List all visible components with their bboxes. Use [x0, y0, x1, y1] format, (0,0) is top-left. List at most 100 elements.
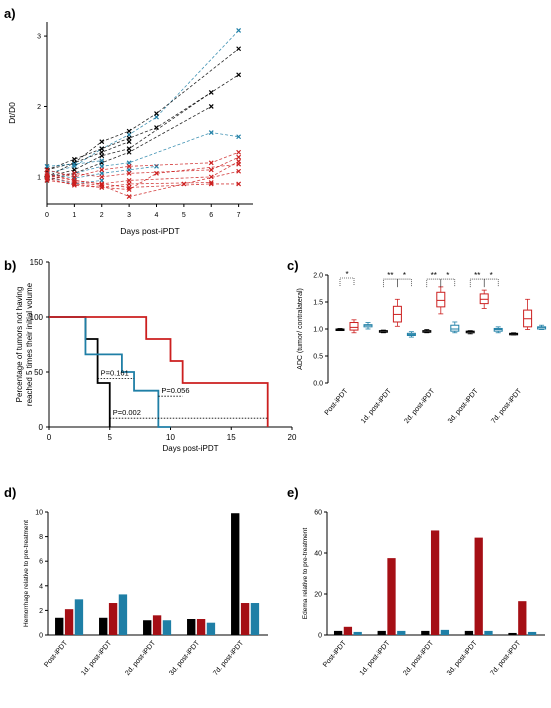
significance-bracket	[426, 278, 442, 288]
y-tick-label: 10	[35, 510, 43, 517]
panel-label-a: a)	[4, 6, 16, 21]
data-point	[208, 160, 214, 166]
y-axis-title: Edema relative to pre-treatment	[302, 528, 309, 620]
series-line	[46, 92, 212, 178]
data-point	[208, 104, 214, 109]
x-tick-label: 3	[127, 212, 131, 219]
x-axis-title: Days post-iPDT	[120, 226, 180, 236]
panel-e-chart: 0 20 40 60 Edema relative to pre-treatment Po…	[302, 510, 545, 677]
y-tick-label: 8	[39, 534, 43, 541]
series-line	[46, 132, 239, 178]
data-point	[99, 185, 105, 190]
data-point	[208, 181, 214, 187]
data-point	[236, 46, 242, 52]
y-tick-label: 0	[318, 633, 322, 640]
x-tick-label: 6	[209, 212, 213, 219]
x-tick-label: 20	[288, 433, 297, 442]
survival-curve	[49, 316, 171, 428]
bar	[74, 599, 84, 635]
data-point	[99, 139, 105, 145]
data-point	[126, 185, 132, 190]
y-tick-label: 6	[39, 559, 43, 566]
bar	[196, 619, 206, 635]
y-tick-label: 2.0	[313, 273, 323, 280]
data-point	[236, 134, 242, 140]
data-point	[99, 167, 105, 173]
data-point	[126, 167, 132, 173]
bar	[187, 619, 196, 635]
y-axis-title: Dt/D0	[7, 102, 17, 124]
y-axis-title-line: reached 5 times their initial volume	[25, 282, 34, 406]
category-label: Post-iPDT	[43, 639, 69, 668]
p-value-label: P=0.161	[101, 369, 129, 378]
data-point	[126, 149, 132, 155]
data-point	[99, 146, 105, 152]
data-point	[236, 168, 242, 174]
y-tick-label: 2	[39, 608, 43, 615]
data-point	[71, 177, 77, 183]
data-point	[126, 170, 132, 176]
data-point	[71, 170, 77, 176]
x-tick-label: 4	[155, 212, 159, 219]
series-line	[46, 141, 130, 171]
data-point	[126, 132, 132, 138]
category-label: Post-iPDT	[322, 639, 348, 668]
y-tick-label: 0.5	[313, 354, 323, 361]
y-axis-title: Hemorrhage relative to pre-treatment	[23, 520, 30, 627]
p-value-label: P=0.002	[113, 408, 141, 417]
survival-curve	[49, 316, 269, 427]
category-label: 2d. post-iPDT	[124, 639, 157, 677]
significance-label: *	[446, 271, 449, 280]
data-point	[71, 161, 77, 167]
panel-label-e: e)	[287, 485, 299, 500]
panel-d-chart: 0 2 4 6 8 10 Hemorrhage relative to pre-treatm…	[23, 510, 268, 677]
y-axis-title-line: Percentage of tumors not having	[15, 287, 24, 403]
data-point	[154, 170, 159, 176]
significance-label: **	[431, 271, 437, 280]
bar	[162, 620, 172, 635]
bar	[333, 630, 343, 635]
significance-bracket	[440, 278, 456, 288]
series-line	[46, 170, 239, 198]
data-point	[236, 28, 242, 33]
data-point	[208, 167, 214, 173]
bar	[143, 620, 152, 635]
category-label: 7d. post-iPDT	[489, 639, 522, 677]
significance-bracket	[383, 278, 398, 288]
bar	[152, 615, 162, 635]
x-tick-label: 1	[72, 212, 76, 219]
x-tick-label: 0	[45, 212, 49, 219]
panel-b-chart: 0 5 10 15 20 0 50 100 150 Days post-iPDT Percentag…	[15, 258, 297, 453]
y-tick-label: 50	[34, 368, 43, 377]
data-point	[44, 175, 50, 181]
data-point	[44, 163, 50, 169]
bar	[64, 609, 74, 635]
data-point	[99, 163, 105, 169]
category-label: 1d. post-iPDT	[360, 387, 393, 425]
bar	[353, 631, 362, 635]
data-point	[236, 181, 242, 187]
data-point	[236, 149, 242, 155]
x-tick-label: 2	[100, 212, 104, 219]
bar	[108, 603, 118, 635]
bar	[440, 629, 450, 635]
data-point	[126, 146, 132, 152]
bar	[421, 630, 430, 635]
bar	[206, 622, 216, 635]
series-line	[46, 176, 102, 185]
bar	[474, 537, 483, 635]
category-label: 1d. post-iPDT	[359, 639, 392, 677]
significance-bracket	[483, 278, 499, 288]
y-tick-label: 2	[37, 104, 41, 111]
significance-label: **	[387, 271, 393, 280]
data-point	[154, 111, 159, 116]
data-point	[71, 156, 77, 162]
category-label: 1d. post-iPDT	[80, 639, 113, 677]
box-body	[363, 324, 373, 328]
panel-label-d: d)	[4, 485, 16, 500]
data-point	[208, 180, 214, 185]
box-body	[349, 322, 359, 331]
x-tick-label: 5	[108, 433, 113, 442]
panel-c-chart: 0.0 0.5 1.0 1.5 2.0 ADC (tumor/ contralateral…	[297, 270, 547, 425]
bar	[430, 530, 440, 635]
